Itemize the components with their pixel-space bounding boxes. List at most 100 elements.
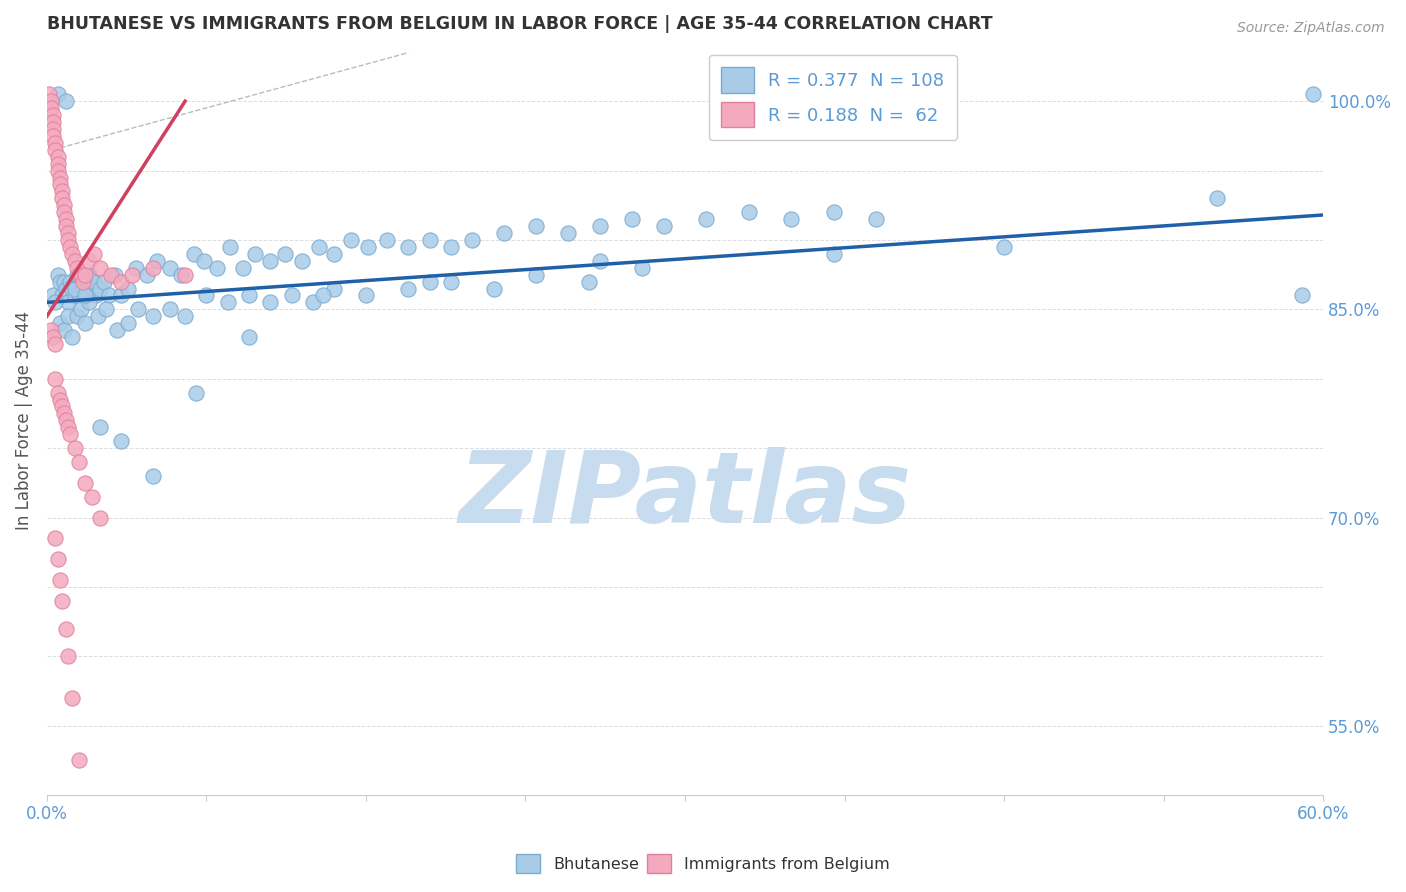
Point: [44, 295, 66, 310]
Point: [142, 468, 165, 483]
Point: [461, 233, 484, 247]
Point: [46, 156, 69, 170]
Point: [142, 310, 165, 324]
Point: [557, 226, 579, 240]
Point: [46, 87, 69, 102]
Point: [117, 316, 139, 330]
Point: [89, 510, 111, 524]
Point: [398, 240, 420, 254]
Point: [55, 281, 77, 295]
Point: [524, 268, 547, 282]
Point: [695, 212, 717, 227]
Point: [482, 281, 505, 295]
Point: [494, 226, 516, 240]
Point: [110, 275, 132, 289]
Point: [218, 240, 240, 254]
Point: [59, 275, 82, 289]
Point: [105, 323, 128, 337]
Point: [89, 420, 111, 434]
Point: [159, 302, 181, 317]
Point: [83, 247, 105, 261]
Point: [135, 268, 157, 282]
Point: [42, 108, 65, 122]
Point: [121, 268, 143, 282]
Point: [42, 330, 65, 344]
Point: [63, 253, 86, 268]
Point: [174, 268, 197, 282]
Point: [42, 288, 65, 302]
Point: [83, 275, 105, 289]
Point: [589, 253, 612, 268]
Point: [440, 275, 463, 289]
Point: [823, 247, 845, 261]
Point: [312, 288, 335, 302]
Point: [578, 275, 600, 289]
Point: [56, 310, 79, 324]
Point: [39, 94, 62, 108]
Point: [44, 143, 66, 157]
Point: [59, 427, 82, 442]
Point: [398, 281, 420, 295]
Point: [117, 281, 139, 295]
Point: [66, 260, 89, 275]
Point: [52, 198, 75, 212]
Point: [62, 281, 84, 295]
Point: [238, 288, 260, 302]
Point: [62, 247, 84, 261]
Point: [142, 260, 165, 275]
Point: [46, 385, 69, 400]
Text: BHUTANESE VS IMMIGRANTS FROM BELGIUM IN LABOR FORCE | AGE 35-44 CORRELATION CHAR: BHUTANESE VS IMMIGRANTS FROM BELGIUM IN …: [46, 15, 993, 33]
Point: [75, 288, 97, 302]
Point: [89, 281, 111, 295]
Point: [159, 260, 181, 275]
Point: [865, 212, 887, 227]
Point: [375, 233, 398, 247]
Point: [232, 260, 254, 275]
Text: Source: ZipAtlas.com: Source: ZipAtlas.com: [1237, 21, 1385, 35]
Point: [51, 185, 73, 199]
Point: [259, 295, 281, 310]
Legend: R = 0.377  N = 108, R = 0.188  N =  62: R = 0.377 N = 108, R = 0.188 N = 62: [709, 54, 956, 140]
Point: [76, 288, 98, 302]
Point: [146, 253, 169, 268]
Point: [63, 441, 86, 455]
Point: [44, 372, 66, 386]
Point: [96, 302, 118, 317]
Point: [291, 253, 314, 268]
Point: [274, 247, 297, 261]
Point: [56, 420, 79, 434]
Point: [52, 275, 75, 289]
Point: [59, 240, 82, 254]
Point: [195, 288, 218, 302]
Point: [67, 455, 90, 469]
Point: [48, 316, 70, 330]
Point: [63, 288, 86, 302]
Point: [56, 226, 79, 240]
Point: [72, 275, 94, 289]
Point: [42, 115, 65, 129]
Point: [55, 622, 77, 636]
Point: [55, 212, 77, 227]
Point: [259, 253, 281, 268]
Point: [66, 310, 89, 324]
Point: [56, 233, 79, 247]
Point: [323, 281, 346, 295]
Point: [52, 205, 75, 219]
Point: [75, 268, 97, 282]
Point: [44, 337, 66, 351]
Point: [75, 316, 97, 330]
Point: [89, 260, 111, 275]
Point: [48, 392, 70, 407]
Point: [93, 275, 115, 289]
Point: [193, 253, 215, 268]
Point: [56, 649, 79, 664]
Point: [48, 573, 70, 587]
Point: [993, 240, 1015, 254]
Point: [55, 94, 77, 108]
Point: [42, 128, 65, 143]
Point: [245, 247, 267, 261]
Point: [42, 122, 65, 136]
Point: [67, 288, 90, 302]
Point: [39, 323, 62, 337]
Point: [48, 275, 70, 289]
